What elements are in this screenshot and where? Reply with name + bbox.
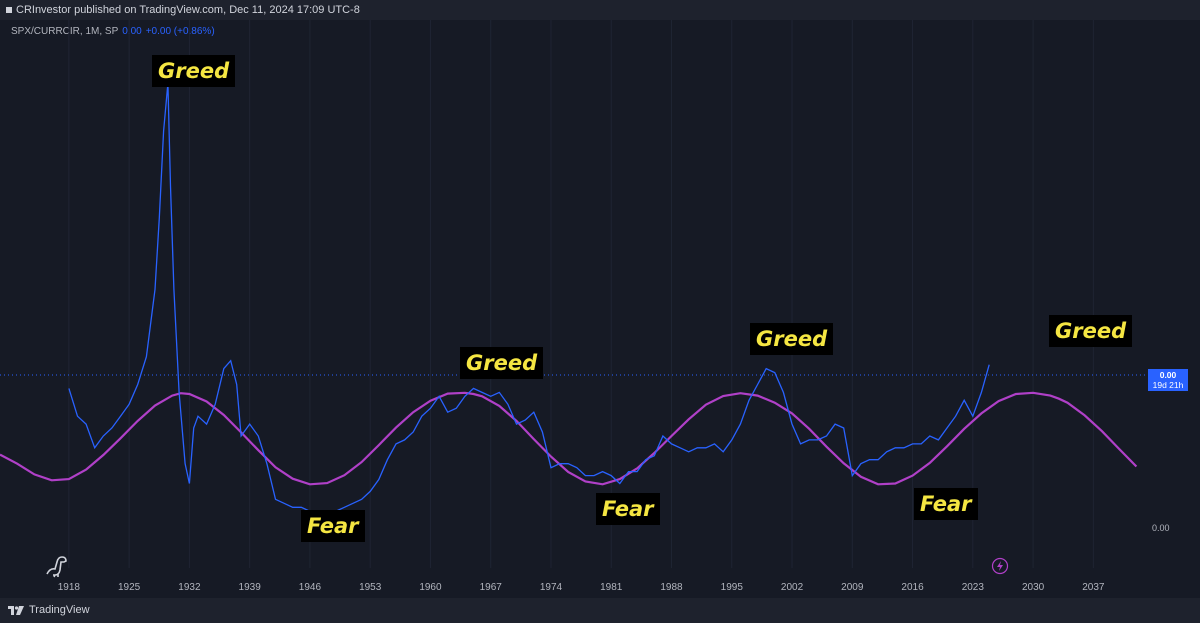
price-tag-value: 0.00: [1159, 370, 1177, 380]
x-tick-label: 2002: [781, 582, 804, 593]
x-tick-label: 1974: [540, 582, 563, 593]
tradingview-logo-icon: [8, 605, 24, 615]
x-tick-label: 1953: [359, 582, 382, 593]
series-legend[interactable]: SPX/CURRCIR, 1M, SP 0.00 +0.00 (+0.86%): [11, 26, 215, 37]
x-tick-label: 1981: [600, 582, 623, 593]
x-tick-label: 2016: [901, 582, 924, 593]
x-tick-label: 2009: [841, 582, 864, 593]
greed-label: Greed: [152, 55, 236, 87]
x-tick-label: 1995: [721, 582, 744, 593]
greed-label: Greed: [1049, 315, 1133, 347]
x-tick-label: 1925: [118, 582, 141, 593]
fear-label: Fear: [301, 510, 365, 542]
x-tick-label: 2030: [1022, 582, 1045, 593]
publication-header: CRInvestor published on TradingView.com,…: [0, 0, 1200, 20]
lightning-icon[interactable]: [991, 557, 1009, 575]
x-tick-label: 1932: [178, 582, 201, 593]
x-tick-label: 1918: [58, 582, 81, 593]
x-tick-label: 1939: [239, 582, 262, 593]
fear-label: Fear: [596, 493, 660, 525]
legend-change: +0.00 (+0.86%): [145, 26, 215, 37]
greed-label: Greed: [750, 323, 834, 355]
header-text: CRInvestor published on TradingView.com,…: [16, 4, 360, 16]
spx-currcir-line: [68, 83, 990, 512]
y-axis-zero-label: 0.00: [1152, 523, 1170, 533]
x-tick-label: 1946: [299, 582, 322, 593]
x-axis[interactable]: 1918 1925 1932 1939 1946 1953 1960 1967 1974 1981…: [58, 582, 1105, 593]
legend-symbol: SPX/CURRCIR, 1M, SP: [11, 26, 119, 37]
grid: [68, 20, 1094, 568]
footer-bar: TradingView: [0, 598, 1200, 623]
price-chart[interactable]: 1918 1925 1932 1939 1946 1953 1960 1967 1974 1981…: [0, 20, 1200, 598]
x-tick-label: 2037: [1082, 582, 1105, 593]
x-tick-label: 1960: [419, 582, 442, 593]
brand-name: TradingView: [29, 604, 90, 616]
greed-label: Greed: [460, 347, 544, 379]
x-tick-label: 1967: [480, 582, 503, 593]
tradingview-logo-icon: [6, 7, 12, 13]
fear-label: Fear: [914, 488, 978, 520]
legend-value: 0.00: [122, 26, 142, 37]
price-tag: 0.00 19d 21h: [1148, 369, 1188, 391]
x-tick-label: 2023: [962, 582, 985, 593]
x-tick-label: 1988: [660, 582, 683, 593]
cycle-sine-line: [0, 391, 1138, 486]
tradingview-brand[interactable]: TradingView: [8, 598, 90, 623]
dinosaur-icon[interactable]: [44, 554, 70, 578]
price-tag-countdown: 19d 21h: [1152, 380, 1184, 390]
